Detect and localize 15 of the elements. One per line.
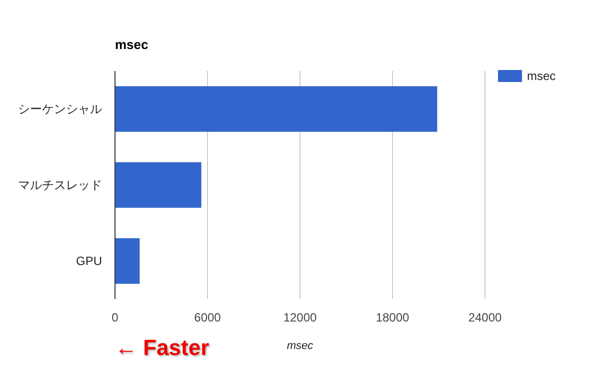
chart-title: msec: [115, 37, 148, 52]
x-tick-label: 12000: [283, 310, 318, 325]
y-tick-label: マルチスレッド: [18, 178, 102, 192]
legend-label: msec: [527, 69, 556, 83]
y-tick-label: GPU: [76, 254, 102, 268]
bar: [115, 238, 140, 284]
bar: [115, 162, 202, 208]
x-tick-label: 0: [112, 310, 119, 325]
x-tick-label: 6000: [194, 310, 222, 325]
text: ← Faster: [115, 335, 210, 360]
bar: [115, 86, 438, 132]
x-axis-title: msec: [286, 340, 314, 352]
x-tick-label: 18000: [376, 310, 410, 325]
x-tick-label: 24000: [468, 310, 502, 325]
y-tick-label: シーケンシャル: [18, 102, 102, 116]
